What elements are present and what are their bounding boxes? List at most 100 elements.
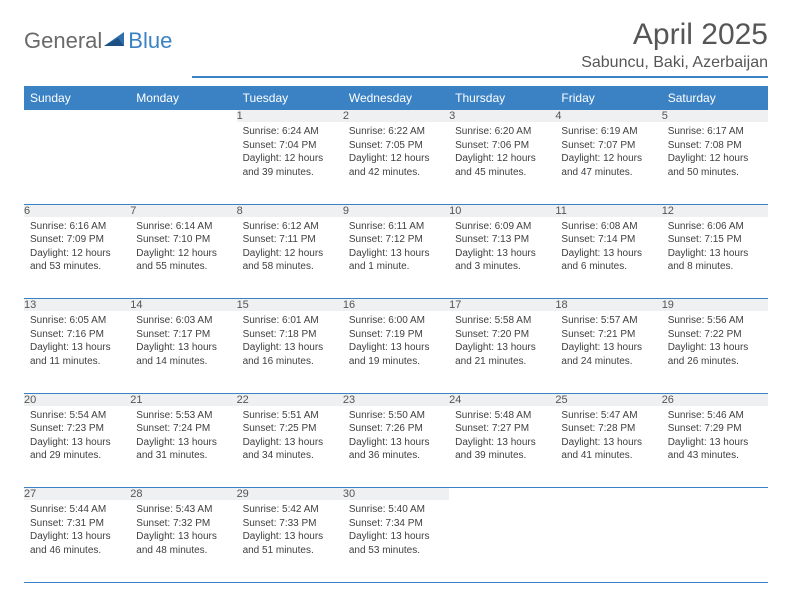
day-cell: Sunrise: 5:40 AMSunset: 7:34 PMDaylight:… bbox=[343, 500, 449, 582]
day-cell: Sunrise: 6:20 AMSunset: 7:06 PMDaylight:… bbox=[449, 122, 555, 204]
day-number-row: 6789101112 bbox=[24, 204, 768, 217]
day-cell-body: Sunrise: 6:11 AMSunset: 7:12 PMDaylight:… bbox=[343, 217, 449, 280]
daylight-line: Daylight: 13 hours and 29 minutes. bbox=[30, 436, 124, 463]
day-cell-body: Sunrise: 5:47 AMSunset: 7:28 PMDaylight:… bbox=[555, 406, 661, 469]
page: General Blue April 2025 Sabuncu, Baki, A… bbox=[0, 0, 792, 583]
day-number-cell bbox=[555, 488, 661, 501]
day-number-cell: 6 bbox=[24, 204, 130, 217]
day-cell-body: Sunrise: 5:40 AMSunset: 7:34 PMDaylight:… bbox=[343, 500, 449, 563]
sunset-line: Sunset: 7:24 PM bbox=[136, 422, 230, 436]
sunset-line: Sunset: 7:21 PM bbox=[561, 328, 655, 342]
day-number-cell: 8 bbox=[237, 204, 343, 217]
sunrise-line: Sunrise: 6:22 AM bbox=[349, 125, 443, 139]
day-cell-body: Sunrise: 6:00 AMSunset: 7:19 PMDaylight:… bbox=[343, 311, 449, 374]
weekday-header: Tuesday bbox=[237, 86, 343, 110]
daylight-line: Daylight: 13 hours and 1 minute. bbox=[349, 247, 443, 274]
sunset-line: Sunset: 7:13 PM bbox=[455, 233, 549, 247]
day-cell-body: Sunrise: 5:53 AMSunset: 7:24 PMDaylight:… bbox=[130, 406, 236, 469]
sunset-line: Sunset: 7:26 PM bbox=[349, 422, 443, 436]
daylight-line: Daylight: 13 hours and 21 minutes. bbox=[455, 341, 549, 368]
daylight-line: Daylight: 13 hours and 24 minutes. bbox=[561, 341, 655, 368]
sunrise-line: Sunrise: 5:58 AM bbox=[455, 314, 549, 328]
daylight-line: Daylight: 13 hours and 26 minutes. bbox=[668, 341, 762, 368]
daylight-line: Daylight: 13 hours and 16 minutes. bbox=[243, 341, 337, 368]
sunset-line: Sunset: 7:20 PM bbox=[455, 328, 549, 342]
day-number-cell bbox=[662, 488, 768, 501]
day-number-cell bbox=[130, 110, 236, 122]
daylight-line: Daylight: 13 hours and 46 minutes. bbox=[30, 530, 124, 557]
weekday-header: Friday bbox=[555, 86, 661, 110]
day-cell: Sunrise: 5:43 AMSunset: 7:32 PMDaylight:… bbox=[130, 500, 236, 582]
day-cell-body: Sunrise: 5:44 AMSunset: 7:31 PMDaylight:… bbox=[24, 500, 130, 563]
daylight-line: Daylight: 12 hours and 47 minutes. bbox=[561, 152, 655, 179]
day-cell: Sunrise: 6:09 AMSunset: 7:13 PMDaylight:… bbox=[449, 217, 555, 299]
sunrise-line: Sunrise: 6:05 AM bbox=[30, 314, 124, 328]
calendar-body: 12345Sunrise: 6:24 AMSunset: 7:04 PMDayl… bbox=[24, 110, 768, 582]
sunrise-line: Sunrise: 5:42 AM bbox=[243, 503, 337, 517]
logo-text-general: General bbox=[24, 28, 102, 54]
day-number-cell bbox=[24, 110, 130, 122]
day-cell-body: Sunrise: 5:46 AMSunset: 7:29 PMDaylight:… bbox=[662, 406, 768, 469]
day-cell: Sunrise: 6:17 AMSunset: 7:08 PMDaylight:… bbox=[662, 122, 768, 204]
day-number-cell: 17 bbox=[449, 299, 555, 312]
day-number-cell: 24 bbox=[449, 393, 555, 406]
daylight-line: Daylight: 13 hours and 39 minutes. bbox=[455, 436, 549, 463]
day-cell: Sunrise: 6:06 AMSunset: 7:15 PMDaylight:… bbox=[662, 217, 768, 299]
header: General Blue April 2025 Sabuncu, Baki, A… bbox=[24, 18, 768, 78]
day-cell: Sunrise: 6:05 AMSunset: 7:16 PMDaylight:… bbox=[24, 311, 130, 393]
day-cell: Sunrise: 5:58 AMSunset: 7:20 PMDaylight:… bbox=[449, 311, 555, 393]
day-cell-body: Sunrise: 5:51 AMSunset: 7:25 PMDaylight:… bbox=[237, 406, 343, 469]
day-cell-body: Sunrise: 6:05 AMSunset: 7:16 PMDaylight:… bbox=[24, 311, 130, 374]
daylight-line: Daylight: 13 hours and 48 minutes. bbox=[136, 530, 230, 557]
daylight-line: Daylight: 13 hours and 34 minutes. bbox=[243, 436, 337, 463]
sunrise-line: Sunrise: 5:43 AM bbox=[136, 503, 230, 517]
day-cell-body: Sunrise: 6:16 AMSunset: 7:09 PMDaylight:… bbox=[24, 217, 130, 280]
daylight-line: Daylight: 13 hours and 6 minutes. bbox=[561, 247, 655, 274]
daylight-line: Daylight: 12 hours and 50 minutes. bbox=[668, 152, 762, 179]
week-row: Sunrise: 6:24 AMSunset: 7:04 PMDaylight:… bbox=[24, 122, 768, 204]
day-number-cell: 28 bbox=[130, 488, 236, 501]
day-number-row: 12345 bbox=[24, 110, 768, 122]
daylight-line: Daylight: 13 hours and 19 minutes. bbox=[349, 341, 443, 368]
sunrise-line: Sunrise: 5:48 AM bbox=[455, 409, 549, 423]
day-number-cell: 2 bbox=[343, 110, 449, 122]
day-cell-body: Sunrise: 5:42 AMSunset: 7:33 PMDaylight:… bbox=[237, 500, 343, 563]
sunset-line: Sunset: 7:31 PM bbox=[30, 517, 124, 531]
day-cell-body: Sunrise: 6:19 AMSunset: 7:07 PMDaylight:… bbox=[555, 122, 661, 185]
day-cell: Sunrise: 6:24 AMSunset: 7:04 PMDaylight:… bbox=[237, 122, 343, 204]
daylight-line: Daylight: 13 hours and 51 minutes. bbox=[243, 530, 337, 557]
day-number-cell: 27 bbox=[24, 488, 130, 501]
calendar-head: SundayMondayTuesdayWednesdayThursdayFrid… bbox=[24, 86, 768, 110]
daylight-line: Daylight: 13 hours and 43 minutes. bbox=[668, 436, 762, 463]
title-block: April 2025 Sabuncu, Baki, Azerbaijan bbox=[192, 18, 768, 78]
day-number-cell: 1 bbox=[237, 110, 343, 122]
day-number-cell: 16 bbox=[343, 299, 449, 312]
sunset-line: Sunset: 7:33 PM bbox=[243, 517, 337, 531]
day-cell-body: Sunrise: 6:12 AMSunset: 7:11 PMDaylight:… bbox=[237, 217, 343, 280]
logo-text-blue: Blue bbox=[128, 28, 172, 54]
day-cell: Sunrise: 6:08 AMSunset: 7:14 PMDaylight:… bbox=[555, 217, 661, 299]
day-cell-body: Sunrise: 5:48 AMSunset: 7:27 PMDaylight:… bbox=[449, 406, 555, 469]
sunrise-line: Sunrise: 6:19 AM bbox=[561, 125, 655, 139]
day-number-cell: 21 bbox=[130, 393, 236, 406]
weekday-header: Saturday bbox=[662, 86, 768, 110]
sunrise-line: Sunrise: 6:16 AM bbox=[30, 220, 124, 234]
day-cell bbox=[130, 122, 236, 204]
triangle-icon bbox=[104, 30, 126, 53]
sunrise-line: Sunrise: 6:11 AM bbox=[349, 220, 443, 234]
sunset-line: Sunset: 7:15 PM bbox=[668, 233, 762, 247]
weekday-header: Wednesday bbox=[343, 86, 449, 110]
day-cell: Sunrise: 6:00 AMSunset: 7:19 PMDaylight:… bbox=[343, 311, 449, 393]
daylight-line: Daylight: 13 hours and 53 minutes. bbox=[349, 530, 443, 557]
day-cell: Sunrise: 5:54 AMSunset: 7:23 PMDaylight:… bbox=[24, 406, 130, 488]
day-cell: Sunrise: 5:53 AMSunset: 7:24 PMDaylight:… bbox=[130, 406, 236, 488]
daylight-line: Daylight: 12 hours and 55 minutes. bbox=[136, 247, 230, 274]
day-number-cell: 11 bbox=[555, 204, 661, 217]
day-number-cell: 25 bbox=[555, 393, 661, 406]
sunset-line: Sunset: 7:19 PM bbox=[349, 328, 443, 342]
weekday-header: Sunday bbox=[24, 86, 130, 110]
sunset-line: Sunset: 7:29 PM bbox=[668, 422, 762, 436]
day-cell: Sunrise: 6:12 AMSunset: 7:11 PMDaylight:… bbox=[237, 217, 343, 299]
logo: General Blue bbox=[24, 18, 172, 54]
page-subtitle: Sabuncu, Baki, Azerbaijan bbox=[192, 54, 768, 78]
